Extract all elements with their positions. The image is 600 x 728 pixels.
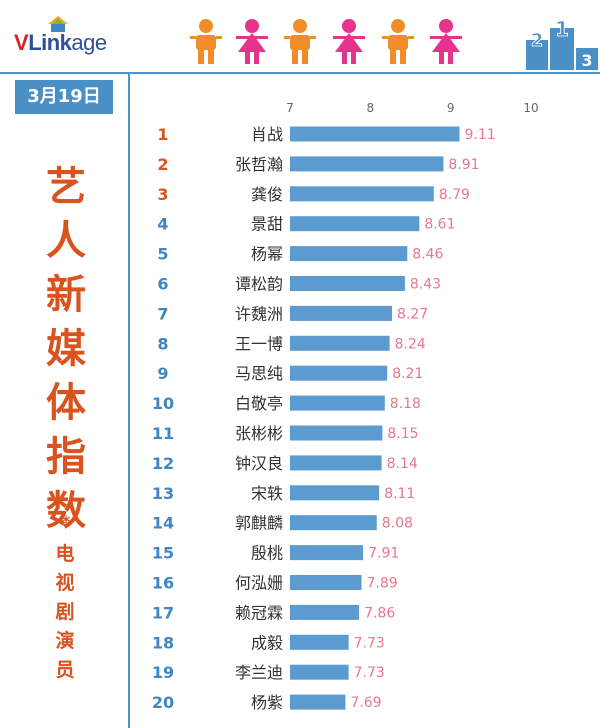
category-label: 谭松韵 [235,275,283,294]
value-label: 8.15 [387,426,418,442]
bar [290,127,460,142]
value-label: 9.11 [465,127,496,143]
rank-label: 13 [152,484,174,503]
value-label: 7.73 [354,635,385,651]
bar [290,366,387,381]
rank-label: 6 [157,275,168,294]
x-tick-label: 10 [523,101,538,115]
bar [290,156,443,171]
bar [290,485,379,500]
bar [290,216,419,231]
rank-label: 16 [152,574,174,593]
category-label: 张彬彬 [235,424,283,443]
rank-label: 15 [152,544,174,563]
rank-label: 18 [152,633,174,652]
value-label: 8.27 [397,306,428,322]
bar [290,396,385,411]
bar [290,635,349,650]
rank-label: 20 [152,693,174,712]
rank-label: 9 [157,364,168,383]
rank-label: 10 [152,394,174,413]
category-label: 何泓姗 [235,574,283,593]
value-label: 8.24 [395,336,426,352]
bar [290,186,434,201]
category-label: 宋轶 [251,484,283,503]
value-label: 8.14 [387,456,418,472]
value-label: 7.89 [366,576,397,592]
bar [290,246,407,261]
category-label: 景甜 [251,215,283,234]
value-label: 8.11 [384,486,415,502]
value-label: 7.73 [354,665,385,681]
value-label: 8.18 [390,396,421,412]
value-label: 7.86 [364,605,395,621]
bar [290,515,377,530]
bar [290,306,392,321]
rank-label: 8 [157,334,168,353]
category-label: 赖冠霖 [235,603,283,622]
category-label: 杨幂 [251,245,283,264]
bar [290,695,345,710]
category-label: 王一博 [235,334,283,353]
rank-label: 7 [157,304,168,323]
category-label: 钟汉良 [235,454,283,473]
category-label: 白敬亭 [235,394,283,413]
bar [290,545,363,560]
bar [290,276,405,291]
value-label: 8.79 [439,187,470,203]
rank-label: 1 [157,125,168,144]
value-label: 8.46 [412,247,443,263]
rank-label: 19 [152,663,174,682]
category-label: 李兰迪 [235,663,283,682]
x-tick-label: 7 [286,101,294,115]
category-label: 张哲瀚 [235,155,283,174]
category-label: 龚俊 [251,185,283,204]
rank-label: 2 [157,155,168,174]
value-label: 7.91 [368,546,399,562]
x-tick-label: 8 [367,101,375,115]
x-tick-label: 9 [447,101,455,115]
rank-label: 11 [152,424,174,443]
category-label: 马思纯 [235,364,283,383]
category-label: 成毅 [251,633,283,652]
category-label: 肖战 [251,125,283,144]
rank-label: 12 [152,454,174,473]
value-label: 8.91 [448,157,479,173]
value-label: 8.61 [424,217,455,233]
category-label: 杨紫 [251,693,283,712]
rank-label: 17 [152,603,174,622]
bar [290,455,382,470]
rank-label: 3 [157,185,168,204]
bar [290,575,361,590]
bar [290,605,359,620]
bar [290,336,390,351]
rank-label: 4 [157,215,168,234]
rank-label: 5 [157,245,168,264]
bar [290,426,382,441]
category-label: 郭麒麟 [235,514,283,533]
value-label: 8.21 [392,366,423,382]
category-label: 殷桃 [251,544,283,563]
bar [290,665,349,680]
value-label: 7.69 [350,695,381,711]
rank-label: 14 [152,514,174,533]
value-label: 8.43 [410,277,441,293]
value-label: 8.08 [382,516,413,532]
category-label: 许魏洲 [235,304,283,323]
